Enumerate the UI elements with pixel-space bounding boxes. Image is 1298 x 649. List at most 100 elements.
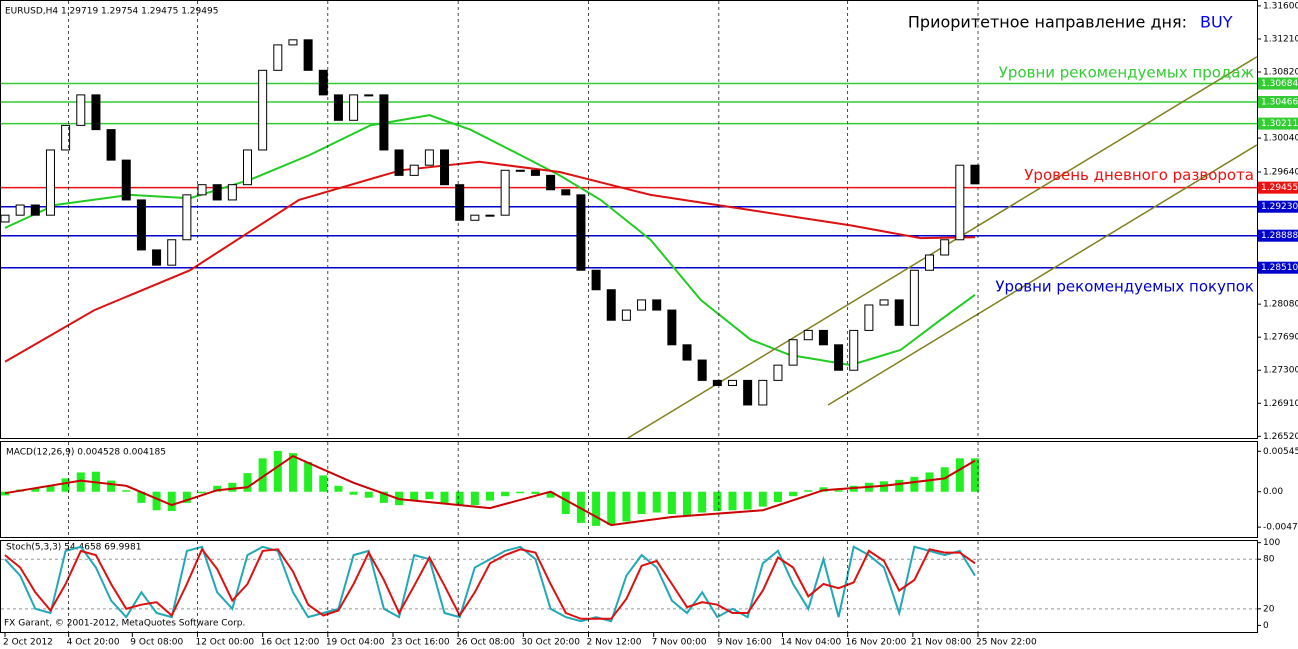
macd-bar [728,491,737,511]
level-box [1258,117,1298,130]
stoch-frame [0,540,1258,633]
x-tick-label: 14 Nov 04:00 [781,638,842,648]
level-label: 1.29230 [1261,202,1298,212]
candle [227,184,237,201]
y-tick-label: 1.30040 [1263,134,1298,144]
candle [864,304,874,331]
macd-bar [288,453,297,492]
y-tick-label: 1.26910 [1263,399,1298,409]
candle [606,289,616,321]
macd-bar [485,491,494,501]
candle [76,94,86,126]
candle [879,299,889,306]
candle [909,269,919,326]
candle [834,344,844,371]
y-tick-label: 1.31210 [1263,34,1298,44]
candle [333,94,343,121]
macd-bar [561,491,570,514]
x-tick-label: 7 Nov 00:00 [652,638,707,648]
level-box [1258,200,1298,213]
candle [970,164,980,185]
x-tick-label: 9 Oct 08:00 [130,638,183,648]
x-tick-label: 12 Oct 00:00 [195,638,254,648]
priority-text: Приоритетное направление дня: [908,13,1187,32]
candle [515,169,525,172]
macd-bar [940,467,949,492]
level-label: 1.28510 [1261,263,1298,273]
macd-bar [122,490,131,492]
macd-bar [758,491,767,507]
candle [409,164,419,176]
macd-bar [243,473,252,492]
trend-line [827,144,1257,406]
macd-bar [258,458,267,492]
macd-bar [789,491,798,497]
level-box [1258,181,1298,194]
macd-bar [970,458,979,492]
candle [15,204,25,216]
macd-bar [955,458,964,492]
macd-bar [667,491,676,514]
macd-plot [1,450,979,527]
macd-bar [364,491,373,498]
candle [530,169,540,176]
candle [303,39,313,71]
main-plot [1,39,1257,438]
candle [182,194,192,241]
candle [440,149,450,186]
y-tick-label: 20 [1263,604,1275,614]
y-tick-label: 1.31600 [1263,1,1298,11]
main-title: EURUSD,H4 1.29719 1.29754 1.29475 1.2949… [5,7,218,17]
candle [561,189,571,196]
x-tick-label: 2 Oct 2012 [3,638,53,648]
candle [637,299,647,311]
macd-bar [652,491,661,513]
y-tick-label: 0.00 [1263,487,1283,497]
macd-bar [152,491,161,511]
x-tick-label: 9 Nov 16:00 [717,638,772,648]
level-box [1258,229,1298,242]
x-tick-label: 25 Nov 22:00 [976,638,1037,648]
macd-bar [304,462,313,492]
candle [91,94,101,131]
candle [152,249,162,266]
candle [682,344,692,361]
candle [712,379,722,386]
candle [379,94,389,151]
candle [500,169,510,216]
level-label: 1.30211 [1261,119,1298,129]
candle [940,239,950,256]
candle [30,204,40,216]
candle [788,339,798,366]
copyright: FX Garant, © 2001-2012, MetaQuotes Softw… [4,619,245,629]
x-tick-label: 2 Nov 12:00 [587,638,642,648]
candle [652,299,662,311]
candle [258,69,268,151]
candle [394,149,404,176]
x-tick-label: 16 Nov 20:00 [846,638,907,648]
level-label: 1.28888 [1261,231,1298,241]
macd-bar [228,482,237,492]
y-tick-label: 0.00545 [1263,447,1298,457]
macd-bar [470,491,479,506]
macd-title: MACD(12,26,9) 0.004528 0.004185 [6,448,166,458]
candle [925,254,935,271]
candle [121,159,131,201]
y-tick-label: 80 [1263,555,1275,565]
x-tick-label: 26 Oct 08:00 [456,638,515,648]
stoch-plot [1,545,1257,623]
macd-bar [773,491,782,503]
macd-bar [137,491,146,503]
macd-bar [743,491,752,510]
level-box [1258,96,1298,109]
macd-bar [167,491,176,512]
candle [803,329,813,341]
candle [455,184,465,221]
candle [424,149,434,166]
annotation: Уровень дневного разворота [1024,166,1254,184]
x-tick-label: 19 Oct 04:00 [326,638,385,648]
x-tick-label: 4 Oct 20:00 [67,638,120,648]
macd-bar [410,491,419,501]
candle [758,379,768,406]
